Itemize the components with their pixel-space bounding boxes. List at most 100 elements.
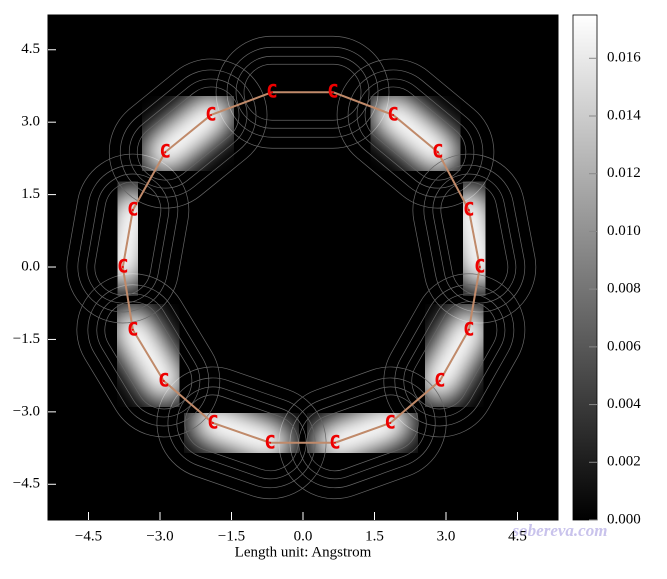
- x-tick-label: −1.5: [218, 528, 245, 544]
- atom-marker: [467, 328, 470, 331]
- colorbar-tick-label: 0.000: [607, 511, 641, 527]
- contour-line: [440, 181, 509, 296]
- contour-line: [96, 293, 201, 418]
- x-tick-label: 4.5: [508, 528, 527, 544]
- colorbar-tick-label: 0.012: [607, 165, 641, 181]
- atom-label: C: [327, 81, 338, 103]
- contour-line: [364, 86, 467, 181]
- colorbar-tick-label: 0.014: [607, 107, 641, 123]
- contour-line: [176, 386, 307, 480]
- atom-label: C: [387, 103, 398, 125]
- colorbar-tick-label: 0.006: [607, 338, 641, 354]
- bond: [467, 209, 481, 268]
- bond: [332, 91, 394, 116]
- bond: [163, 380, 214, 424]
- atom-marker: [392, 113, 395, 116]
- contour-line: [403, 293, 506, 418]
- contour-line: [94, 181, 162, 296]
- atom-marker: [269, 441, 272, 444]
- atom-label: C: [160, 141, 171, 163]
- atom-marker: [131, 209, 134, 212]
- atom-label: C: [158, 369, 169, 391]
- x-tick-label: 0.0: [294, 528, 313, 544]
- atom-label: C: [264, 431, 275, 453]
- atom-label: C: [474, 256, 485, 278]
- bond: [121, 209, 134, 268]
- contour-line: [411, 301, 498, 410]
- contour-line: [109, 58, 268, 209]
- bond: [131, 151, 167, 211]
- bond: [437, 151, 470, 211]
- atom-label: C: [127, 199, 138, 221]
- colorbar-tick-label: 0.002: [607, 454, 641, 470]
- atom-label: C: [207, 411, 218, 433]
- atom-label: C: [117, 256, 128, 278]
- contour-line: [356, 78, 475, 189]
- y-tick-label: −4.5: [13, 476, 40, 492]
- atom-label: C: [329, 431, 340, 453]
- atom-label: C: [384, 411, 395, 433]
- bond: [438, 329, 470, 382]
- x-tick-label: 1.5: [365, 528, 384, 544]
- atom-label: C: [266, 81, 277, 103]
- contour-line: [347, 69, 484, 198]
- contour-line: [184, 394, 299, 472]
- atom-label: C: [205, 103, 216, 125]
- bond: [467, 266, 481, 330]
- contour-line: [306, 394, 419, 472]
- bond: [389, 380, 441, 424]
- bond: [121, 266, 134, 330]
- atom-marker: [210, 113, 213, 116]
- contour-line: [87, 284, 210, 427]
- atom-marker: [162, 379, 165, 382]
- contour-line: [77, 164, 179, 313]
- y-tick-label: 3.0: [21, 114, 40, 130]
- bond: [334, 422, 391, 444]
- atom-marker: [333, 441, 336, 444]
- contour-line: [128, 78, 248, 189]
- bond: [392, 114, 439, 153]
- atom-marker: [332, 91, 335, 94]
- y-tick-label: 1.5: [21, 186, 40, 202]
- contour-line: [167, 377, 316, 489]
- contour-line: [104, 301, 193, 410]
- colorbar-tick-label: 0.016: [607, 50, 641, 66]
- x-tick-label: −3.0: [146, 528, 173, 544]
- colorbar-tick-label: 0.004: [607, 396, 641, 412]
- y-tick-label: 0.0: [21, 258, 40, 274]
- y-tick-label: 4.5: [21, 41, 40, 57]
- contour-line: [394, 284, 515, 427]
- bond: [131, 329, 165, 382]
- x-tick-label: −4.5: [75, 528, 102, 544]
- atom-marker: [164, 151, 167, 154]
- contour-line: [298, 386, 427, 480]
- x-axis-label: Length unit: Angstrom: [235, 544, 372, 560]
- contour-line: [119, 69, 257, 198]
- atom-marker: [438, 379, 441, 382]
- contour-line: [432, 173, 517, 304]
- contour-line: [423, 164, 526, 313]
- atom-marker: [121, 266, 124, 269]
- contour-line: [243, 63, 362, 121]
- watermark: sobereva.com: [512, 521, 608, 540]
- contour-line: [86, 173, 170, 304]
- atom-marker: [211, 421, 214, 424]
- atom-label: C: [463, 318, 474, 340]
- atom-label: C: [432, 141, 443, 163]
- atom-label: C: [434, 369, 445, 391]
- contour-line: [289, 377, 436, 489]
- atom-marker: [436, 151, 439, 154]
- contour-line: [235, 55, 370, 129]
- atom-marker: [467, 209, 470, 212]
- atom-marker: [271, 91, 274, 94]
- bond: [210, 91, 273, 116]
- y-tick-label: −3.0: [13, 403, 40, 419]
- bond: [212, 422, 271, 444]
- contour-line: [136, 86, 240, 181]
- atom-marker: [131, 328, 134, 331]
- atom-marker: [389, 421, 392, 424]
- colorbar-tick-label: 0.008: [607, 281, 641, 297]
- colorbar-tick-label: 0.010: [607, 223, 641, 239]
- y-tick-label: −1.5: [13, 331, 40, 347]
